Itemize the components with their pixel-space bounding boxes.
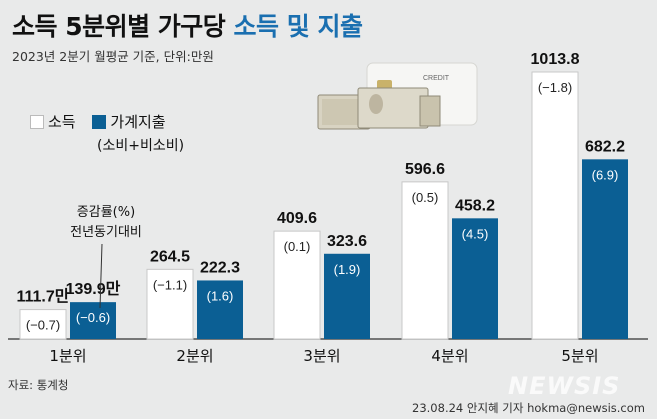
income-bar-5 — [531, 71, 579, 340]
note-pointer-line — [99, 243, 103, 309]
spending-change-label-3: (1.9) — [334, 262, 361, 277]
spending-change-label-2: (1.6) — [207, 288, 234, 303]
income-bar-1 — [19, 309, 67, 340]
spending-value-label-4: 458.2 — [455, 197, 495, 214]
legend: 소득 가계지출 — [30, 111, 166, 132]
title-accent: 소득 및 지출 — [233, 12, 363, 41]
spending-bar-4 — [452, 218, 498, 339]
income-value-label-1: 111.7만 — [17, 288, 70, 306]
income-change-label-3: (0.1) — [284, 239, 311, 254]
spending-value-label-3: 323.6 — [327, 233, 367, 250]
category-label-3: 3분위 — [303, 347, 340, 365]
category-label-4: 4분위 — [431, 347, 468, 365]
legend-income-swatch — [30, 115, 44, 129]
income-change-label-4: (0.5) — [412, 190, 439, 205]
spending-change-label-5: (6.9) — [592, 167, 619, 182]
change-note: 증감률(%) 전년동기대비 — [61, 203, 151, 243]
spending-bar-3 — [324, 253, 370, 339]
income-value-label-2: 264.5 — [150, 248, 190, 265]
spending-bar-1 — [70, 302, 116, 339]
source-text: 자료: 통계청 — [8, 378, 69, 392]
category-label-2: 2분위 — [176, 347, 213, 365]
spending-change-label-1: (−0.6) — [76, 310, 110, 325]
income-bar-3 — [273, 230, 321, 340]
spending-value-label-5: 682.2 — [585, 138, 625, 155]
income-value-label-3: 409.6 — [277, 210, 317, 227]
category-label-5: 5분위 — [561, 347, 598, 365]
newsis-watermark: NEWSIS — [508, 372, 621, 400]
title-prefix: 소득 5분위별 가구당 — [12, 12, 226, 41]
income-change-label-2: (−1.1) — [153, 277, 187, 292]
spending-change-label-4: (4.5) — [462, 226, 489, 241]
credit-text: 23.08.24 안지혜 기자 hokma@newsis.com — [412, 401, 645, 415]
income-bar-2 — [146, 268, 194, 340]
note-line-2: 전년동기대비 — [70, 225, 142, 240]
legend-spending-swatch — [92, 115, 107, 129]
note-line-1: 증감률(%) — [76, 205, 136, 220]
spending-bar-2 — [197, 280, 243, 339]
spending-value-label-1: 139.9만 — [66, 280, 121, 298]
spending-bar-5 — [582, 159, 628, 339]
subtitle: 2023년 2분기 월평균 기준, 단위:만원 — [12, 49, 214, 64]
page-title: 소득 5분위별 가구당 소득 및 지출 — [12, 7, 363, 43]
card-text: CREDIT — [423, 75, 450, 82]
income-value-label-4: 596.6 — [405, 161, 445, 178]
spending-value-label-2: 222.3 — [200, 259, 240, 276]
money-stack-icon — [317, 87, 441, 130]
legend-spending-sub: (소비+비소비) — [97, 138, 185, 154]
legend-spending-label: 가계지출 — [110, 113, 166, 131]
income-value-label-5: 1013.8 — [531, 51, 580, 68]
income-bar-4 — [401, 181, 449, 340]
legend-income-label: 소득 — [48, 113, 76, 131]
category-label-1: 1분위 — [49, 347, 86, 365]
income-change-label-1: (−0.7) — [26, 318, 60, 333]
income-change-label-5: (−1.8) — [538, 80, 572, 95]
